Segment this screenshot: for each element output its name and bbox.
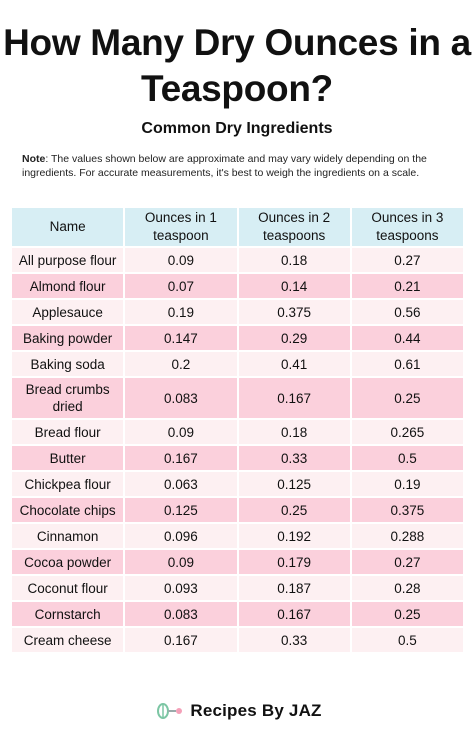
cell-ounces-1-tsp: 0.19 [125,300,237,324]
cell-ounces-2-tsp: 0.179 [238,550,350,574]
cell-ounces-1-tsp: 0.167 [125,446,237,470]
note-label: Note [22,153,46,165]
table-row: Cinnamon 0.096 0.192 0.288 [12,524,463,548]
table-row: Almond flour 0.07 0.14 0.21 [12,274,463,298]
cell-ounces-1-tsp: 0.09 [125,550,237,574]
cell-ounces-2-tsp: 0.25 [238,498,350,522]
cell-ounces-1-tsp: 0.083 [125,602,237,626]
cell-ounces-1-tsp: 0.2 [125,352,237,376]
cell-ounces-3-tsp: 0.61 [351,352,463,376]
cell-ounces-3-tsp: 0.21 [351,274,463,298]
table-row: Cocoa powder 0.09 0.179 0.27 [12,550,463,574]
cell-name: Bread crumbs dried [12,378,124,418]
table-row: All purpose flour 0.09 0.18 0.27 [12,248,463,272]
cell-ounces-3-tsp: 0.265 [351,420,463,444]
table-row: Chickpea flour 0.063 0.125 0.19 [12,472,463,496]
page-title: How Many Dry Ounces in a Teaspoon? [3,22,471,109]
header-1-teaspoon: Ounces in 1 teaspoon [125,208,237,246]
cell-name: All purpose flour [12,248,124,272]
cell-ounces-3-tsp: 0.288 [351,524,463,548]
cell-ounces-1-tsp: 0.093 [125,576,237,600]
cell-ounces-3-tsp: 0.27 [351,248,463,272]
cell-name: Baking powder [12,326,124,350]
cell-name: Cream cheese [12,628,124,652]
cell-ounces-3-tsp: 0.44 [351,326,463,350]
cell-name: Cinnamon [12,524,124,548]
cell-name: Bread flour [12,420,124,444]
cell-ounces-2-tsp: 0.29 [238,326,350,350]
cell-ounces-1-tsp: 0.063 [125,472,237,496]
cell-ounces-2-tsp: 0.18 [238,248,350,272]
cell-name: Applesauce [12,300,124,324]
cell-ounces-2-tsp: 0.14 [238,274,350,298]
cell-ounces-3-tsp: 0.25 [351,602,463,626]
note: Note: The values shown below are approxi… [22,152,452,180]
cell-ounces-3-tsp: 0.27 [351,550,463,574]
cell-ounces-2-tsp: 0.33 [238,446,350,470]
conversion-table: Name Ounces in 1 teaspoon Ounces in 2 te… [10,206,465,654]
cell-name: Butter [12,446,124,470]
page-subtitle: Common Dry Ingredients [141,120,333,137]
table-row: Bread crumbs dried 0.083 0.167 0.25 [12,378,463,418]
cell-ounces-3-tsp: 0.5 [351,628,463,652]
table-row: Cornstarch 0.083 0.167 0.25 [12,602,463,626]
cell-ounces-2-tsp: 0.167 [238,602,350,626]
table-row: Baking soda 0.2 0.41 0.61 [12,352,463,376]
cell-ounces-2-tsp: 0.125 [238,472,350,496]
table-row: Bread flour 0.09 0.18 0.265 [12,420,463,444]
cell-ounces-3-tsp: 0.5 [351,446,463,470]
header-name: Name [12,208,124,246]
cell-ounces-3-tsp: 0.28 [351,576,463,600]
cell-ounces-2-tsp: 0.41 [238,352,350,376]
table-row: Applesauce 0.19 0.375 0.56 [12,300,463,324]
cell-name: Baking soda [12,352,124,376]
cell-ounces-2-tsp: 0.18 [238,420,350,444]
cell-ounces-1-tsp: 0.167 [125,628,237,652]
table-row: Baking powder 0.147 0.29 0.44 [12,326,463,350]
table-row: Butter 0.167 0.33 0.5 [12,446,463,470]
cell-ounces-1-tsp: 0.096 [125,524,237,548]
cell-name: Coconut flour [12,576,124,600]
cell-ounces-2-tsp: 0.167 [238,378,350,418]
cell-ounces-2-tsp: 0.33 [238,628,350,652]
whisk-icon [157,703,183,719]
cell-ounces-3-tsp: 0.19 [351,472,463,496]
cell-ounces-3-tsp: 0.25 [351,378,463,418]
cell-ounces-3-tsp: 0.56 [351,300,463,324]
cell-name: Cocoa powder [12,550,124,574]
cell-ounces-1-tsp: 0.125 [125,498,237,522]
note-text: : The values shown below are approximate… [22,153,427,179]
cell-ounces-1-tsp: 0.09 [125,420,237,444]
table-row: Chocolate chips 0.125 0.25 0.375 [12,498,463,522]
table-row: Cream cheese 0.167 0.33 0.5 [12,628,463,652]
header-3-teaspoons: Ounces in 3 teaspoons [351,208,463,246]
table-body: All purpose flour 0.09 0.18 0.27 Almond flou… [12,248,463,652]
cell-ounces-3-tsp: 0.375 [351,498,463,522]
cell-name: Cornstarch [12,602,124,626]
footer: Recipes By JAZ [0,698,474,724]
cell-ounces-2-tsp: 0.192 [238,524,350,548]
cell-ounces-1-tsp: 0.09 [125,248,237,272]
brand-name: Recipes By JAZ [190,701,322,720]
cell-ounces-2-tsp: 0.375 [238,300,350,324]
header-2-teaspoons: Ounces in 2 teaspoons [238,208,350,246]
cell-name: Chocolate chips [12,498,124,522]
cell-name: Chickpea flour [12,472,124,496]
cell-name: Almond flour [12,274,124,298]
table-row: Coconut flour 0.093 0.187 0.28 [12,576,463,600]
cell-ounces-2-tsp: 0.187 [238,576,350,600]
cell-ounces-1-tsp: 0.083 [125,378,237,418]
cell-ounces-1-tsp: 0.147 [125,326,237,350]
table-header-row: Name Ounces in 1 teaspoon Ounces in 2 te… [12,208,463,246]
cell-ounces-1-tsp: 0.07 [125,274,237,298]
